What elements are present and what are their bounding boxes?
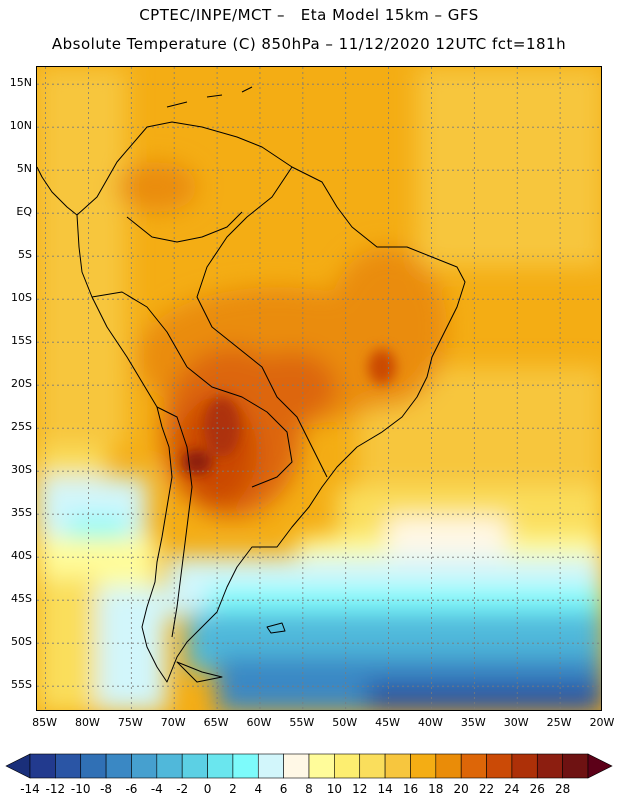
lon-tick-label: 70W	[160, 716, 186, 729]
caribbean-islands	[166, 86, 253, 108]
lat-tick-label: 5N	[16, 162, 32, 176]
lat-tick-label: 5S	[18, 248, 32, 262]
colorbar-tick-label: 4	[254, 782, 263, 796]
lat-tick-label: 20S	[11, 377, 32, 391]
lon-tick-label: 20W	[589, 716, 615, 729]
lat-tick-label: EQ	[16, 205, 32, 219]
colorbar-tick-label: -12	[45, 782, 66, 796]
colorbar-tick-label: 18	[428, 782, 444, 796]
colorbar-tick-label: -2	[176, 782, 189, 796]
tierra-del-fuego	[176, 661, 223, 683]
lat-tick-label: 35S	[11, 506, 32, 520]
lon-tick-label: 80W	[75, 716, 100, 729]
brazil-border	[196, 166, 328, 478]
colorbar-tick-label: 12	[352, 782, 368, 796]
lon-tick-label: 40W	[418, 716, 443, 729]
peru-border	[91, 291, 188, 368]
colorbar-tick-label: 8	[305, 782, 313, 796]
colorbar-cell	[460, 753, 487, 779]
colorbar-cell	[384, 753, 411, 779]
lon-tick-label: 35W	[460, 716, 486, 729]
lat-tick-label: 40S	[11, 549, 32, 563]
colorbar-tick-label: 6	[279, 782, 288, 796]
map-subtitle: Absolute Temperature (C) 850hPa – 11/12/…	[51, 35, 567, 53]
colorbar-cell	[207, 753, 234, 779]
colorbar-tick-label: 0	[203, 782, 212, 796]
colorbar-cell	[359, 753, 386, 779]
bolivia-paraguay-border	[186, 366, 293, 488]
colorbar-cell	[410, 753, 437, 779]
south-america-coast	[76, 121, 466, 683]
colorbar-cell	[334, 753, 361, 779]
colorbar-tick-label: 20	[453, 782, 469, 796]
colorbar-cell	[511, 753, 538, 779]
colorbar-cell	[232, 753, 259, 779]
lat-tick-label: 55S	[11, 678, 32, 692]
lon-tick-label: 55W	[289, 716, 315, 729]
lat-tick-label: 25S	[11, 420, 32, 434]
venezuela-colombia-border	[126, 211, 243, 243]
colorbar-tick-label: 16	[402, 782, 419, 796]
lat-tick-label: 50S	[11, 635, 32, 649]
colorbar-tick-label: -8	[100, 782, 113, 796]
lon-tick-label: 60W	[246, 716, 272, 729]
coastlines	[37, 86, 466, 683]
colorbar-tick-label: 22	[478, 782, 495, 796]
lat-tick-label: 15S	[11, 334, 32, 348]
lon-tick-label: 45W	[375, 716, 401, 729]
colorbar-tick-label: -14	[20, 782, 40, 796]
colorbar-cell	[486, 753, 513, 779]
lat-tick-label: 30S	[11, 463, 32, 477]
colorbar-low-arrow	[5, 753, 31, 779]
colorbar-cell	[55, 753, 82, 779]
map-title: CPTEC/INPE/MCT – Eta Model 15km – GFS	[139, 6, 479, 24]
graticule	[37, 67, 601, 710]
lon-tick-label: 85W	[32, 716, 57, 729]
colorbar-tick-label: 10	[326, 782, 342, 796]
colorbar-cell	[435, 753, 462, 779]
falklands	[266, 622, 286, 634]
colorbar-tick-label: -4	[150, 782, 163, 796]
colorbar-tick-label: -6	[125, 782, 138, 796]
central-america-coast	[37, 166, 78, 216]
lon-tick-label: 25W	[546, 716, 572, 729]
temperature-map	[37, 67, 601, 710]
colorbar-cell	[105, 753, 132, 779]
colorbar-tick-label: 2	[229, 782, 237, 796]
colorbar-high-arrow	[587, 753, 613, 779]
colorbar-tick-label: 28	[554, 782, 571, 796]
lat-tick-label: 45S	[11, 592, 32, 606]
colorbar-tick-label: 14	[377, 782, 393, 796]
colorbar-cell	[29, 753, 56, 779]
map-area[interactable]	[36, 66, 602, 711]
colorbar-cell	[181, 753, 208, 779]
lon-tick-label: 75W	[117, 716, 143, 729]
colorbar-tick-label: -10	[70, 782, 91, 796]
colorbar-cell	[131, 753, 158, 779]
lat-tick-label: 15N	[9, 76, 32, 90]
andes-border	[156, 406, 193, 638]
lon-tick-label: 50W	[332, 716, 358, 729]
lat-tick-label: 10S	[11, 291, 32, 305]
colorbar-cell	[80, 753, 107, 779]
colorbar-cell	[257, 753, 284, 779]
colorbar-cell	[156, 753, 183, 779]
lon-tick-label: 30W	[503, 716, 529, 729]
colorbar-cell	[283, 753, 310, 779]
colorbar-tick-label: 26	[529, 782, 545, 796]
colorbar-cell	[308, 753, 335, 779]
colorbar-tick-label: 24	[504, 782, 520, 796]
colorbar-cell	[562, 753, 589, 779]
colorbar	[5, 753, 613, 779]
lon-tick-label: 65W	[203, 716, 229, 729]
lat-tick-label: 10N	[9, 119, 32, 133]
colorbar-cell	[536, 753, 563, 779]
